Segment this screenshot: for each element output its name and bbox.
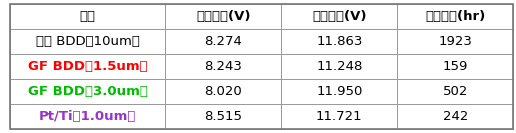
Bar (165, 54, 281, 79)
Bar (10, 54, 165, 79)
Text: 242: 242 (443, 110, 468, 123)
Bar (10, 104, 165, 129)
Text: 종료전압(V): 종료전압(V) (312, 10, 366, 23)
Bar (281, 54, 397, 79)
Text: 초기전압(V): 초기전압(V) (196, 10, 250, 23)
Text: 1923: 1923 (439, 35, 472, 48)
Text: 11.863: 11.863 (316, 35, 362, 48)
Text: 502: 502 (443, 85, 468, 98)
Text: 11.950: 11.950 (316, 85, 362, 98)
Text: 외산 BDD（10um）: 외산 BDD（10um） (36, 35, 140, 48)
Bar (397, 54, 513, 79)
Bar (165, 29, 281, 54)
Bar (397, 4, 513, 29)
Bar (10, 29, 165, 54)
Text: GF BDD（1.5um）: GF BDD（1.5um） (28, 60, 148, 73)
Bar (281, 4, 397, 29)
Text: 전극: 전극 (79, 10, 96, 23)
Bar (281, 29, 397, 54)
Bar (397, 104, 513, 129)
Bar (397, 79, 513, 104)
Bar (10, 4, 165, 29)
Bar (281, 104, 397, 129)
Text: 8.243: 8.243 (204, 60, 242, 73)
Text: 11.721: 11.721 (316, 110, 363, 123)
Bar (10, 79, 165, 104)
Text: 8.274: 8.274 (204, 35, 242, 48)
Bar (165, 4, 281, 29)
Text: 가동시간(hr): 가동시간(hr) (425, 10, 486, 23)
Bar (397, 29, 513, 54)
Text: 159: 159 (443, 60, 468, 73)
Text: 11.248: 11.248 (316, 60, 362, 73)
Text: 8.515: 8.515 (204, 110, 242, 123)
Bar (165, 104, 281, 129)
Bar (281, 79, 397, 104)
Text: 8.020: 8.020 (204, 85, 242, 98)
Bar (165, 79, 281, 104)
Text: Pt/Ti（1.0um）: Pt/Ti（1.0um） (39, 110, 136, 123)
Text: GF BDD（3.0um）: GF BDD（3.0um） (28, 85, 148, 98)
